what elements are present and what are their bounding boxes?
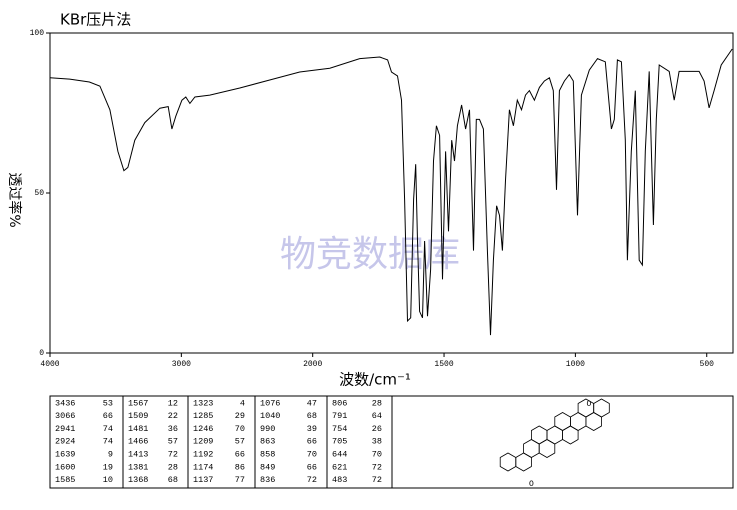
peak-transmittance: 86 <box>235 462 245 472</box>
peak-wavenumber: 1481 <box>128 424 148 434</box>
x-tick-label: 2000 <box>303 360 322 369</box>
peak-transmittance: 57 <box>235 437 245 447</box>
peak-wavenumber: 1209 <box>193 437 213 447</box>
peak-transmittance: 72 <box>372 462 382 472</box>
peak-transmittance: 26 <box>372 424 382 434</box>
peak-wavenumber: 754 <box>332 424 347 434</box>
peak-wavenumber: 1285 <box>193 411 213 421</box>
peak-transmittance: 64 <box>372 411 382 421</box>
peak-transmittance: 74 <box>103 437 113 447</box>
peak-wavenumber: 1413 <box>128 449 148 459</box>
peak-transmittance: 53 <box>103 398 113 408</box>
spectrum-line <box>49 48 733 336</box>
peak-transmittance: 4 <box>240 398 245 408</box>
peak-wavenumber: 849 <box>260 462 275 472</box>
y-axis-label: 透过率% <box>6 172 23 227</box>
peak-wavenumber: 2924 <box>55 437 75 447</box>
peak-wavenumber: 1381 <box>128 462 148 472</box>
peak-wavenumber: 1509 <box>128 411 148 421</box>
x-tick-label: 3000 <box>172 360 191 369</box>
peak-transmittance: 22 <box>168 411 178 421</box>
structure <box>499 398 610 472</box>
peak-transmittance: 68 <box>307 411 317 421</box>
peak-transmittance: 36 <box>168 424 178 434</box>
peak-wavenumber: 1246 <box>193 424 213 434</box>
peak-transmittance: 72 <box>168 449 178 459</box>
peak-wavenumber: 1368 <box>128 475 148 485</box>
peak-wavenumber: 1192 <box>193 449 213 459</box>
peak-wavenumber: 483 <box>332 475 347 485</box>
atom-label: O <box>529 480 534 489</box>
ring <box>499 452 517 472</box>
peak-wavenumber: 1076 <box>260 398 280 408</box>
peak-wavenumber: 1585 <box>55 475 75 485</box>
peak-wavenumber: 1137 <box>193 475 213 485</box>
peak-wavenumber: 644 <box>332 449 347 459</box>
peak-transmittance: 10 <box>103 475 113 485</box>
peak-transmittance: 9 <box>108 449 113 459</box>
peak-wavenumber: 990 <box>260 424 275 434</box>
peak-wavenumber: 863 <box>260 437 275 447</box>
peak-transmittance: 72 <box>307 475 317 485</box>
peak-wavenumber: 791 <box>332 411 347 421</box>
peak-wavenumber: 1323 <box>193 398 213 408</box>
peak-transmittance: 77 <box>235 475 245 485</box>
peak-transmittance: 66 <box>307 462 317 472</box>
peak-wavenumber: 705 <box>332 437 347 447</box>
peak-transmittance: 12 <box>168 398 178 408</box>
peak-wavenumber: 3436 <box>55 398 75 408</box>
peak-transmittance: 66 <box>235 449 245 459</box>
ring <box>554 412 571 431</box>
plot-frame <box>49 32 734 354</box>
peak-transmittance: 29 <box>235 411 245 421</box>
x-axis-label: 波数/cm⁻¹ <box>339 371 411 389</box>
peak-wavenumber: 1600 <box>55 462 75 472</box>
peak-wavenumber: 1639 <box>55 449 75 459</box>
peak-transmittance: 70 <box>235 424 245 434</box>
peak-transmittance: 38 <box>372 437 382 447</box>
peak-wavenumber: 1567 <box>128 398 148 408</box>
peak-wavenumber: 2941 <box>55 424 75 434</box>
peak-transmittance: 19 <box>103 462 113 472</box>
y-tick-label: 0 <box>39 349 44 358</box>
peak-wavenumber: 836 <box>260 475 275 485</box>
peak-wavenumber: 858 <box>260 449 275 459</box>
y-tick-label: 50 <box>34 189 44 198</box>
peak-transmittance: 72 <box>372 475 382 485</box>
peak-transmittance: 70 <box>372 449 382 459</box>
x-tick-label: 1000 <box>566 360 585 369</box>
y-tick-label: 100 <box>30 29 45 38</box>
atom-label: O <box>587 400 592 409</box>
peak-wavenumber: 1466 <box>128 437 148 447</box>
peak-transmittance: 47 <box>307 398 317 408</box>
ring <box>531 425 548 445</box>
peak-transmittance: 70 <box>307 449 317 459</box>
x-tick-label: 500 <box>700 360 715 369</box>
peak-transmittance: 66 <box>307 437 317 447</box>
x-tick-label: 4000 <box>40 360 59 369</box>
peak-transmittance: 28 <box>168 462 178 472</box>
peak-transmittance: 66 <box>103 411 113 421</box>
peak-transmittance: 68 <box>168 475 178 485</box>
peak-transmittance: 39 <box>307 424 317 434</box>
peak-wavenumber: 621 <box>332 462 347 472</box>
peak-wavenumber: 806 <box>332 398 347 408</box>
peak-transmittance: 74 <box>103 424 113 434</box>
chart-title: KBr压片法 <box>60 11 131 29</box>
peak-transmittance: 28 <box>372 398 382 408</box>
x-tick-label: 1500 <box>434 360 453 369</box>
peak-wavenumber: 3066 <box>55 411 75 421</box>
ring <box>593 398 610 418</box>
peak-wavenumber: 1040 <box>260 411 280 421</box>
peak-wavenumber: 1174 <box>193 462 213 472</box>
peak-transmittance: 57 <box>168 437 178 447</box>
watermark: 物竞数据库 <box>280 234 460 275</box>
